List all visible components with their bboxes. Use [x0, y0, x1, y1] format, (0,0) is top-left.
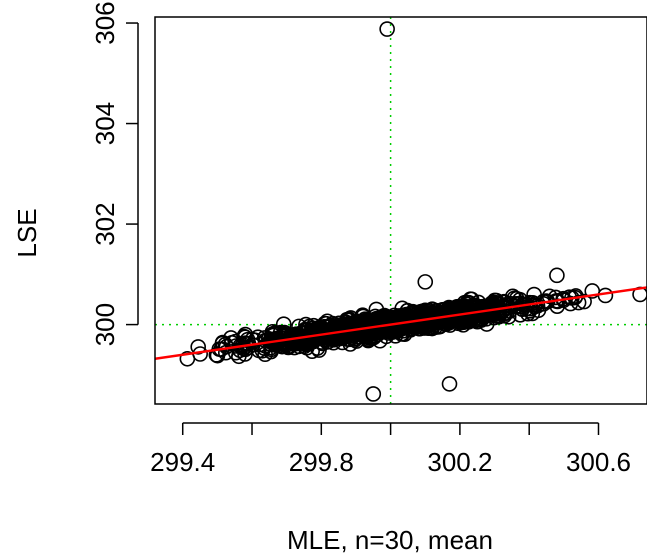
x-tick-label: 300.2 — [427, 447, 492, 477]
data-point — [374, 321, 391, 338]
data-point — [336, 318, 352, 334]
outlier-point — [417, 274, 434, 290]
x-axis: 299.4 299.8 300.2 300.6 — [150, 422, 631, 477]
plot-area — [155, 17, 647, 404]
data-point — [472, 300, 489, 316]
y-tick-label: 300 — [90, 303, 120, 346]
data-point — [275, 316, 292, 332]
data-point — [380, 322, 397, 339]
data-point — [321, 330, 338, 347]
data-point — [346, 325, 362, 342]
plot-frame — [154, 16, 647, 405]
data-point — [298, 339, 315, 356]
outlier-point — [441, 376, 458, 392]
data-point — [412, 303, 429, 320]
x-tick-label: 300.6 — [566, 447, 631, 477]
fit-line — [155, 286, 647, 360]
y-tick-label: 302 — [90, 202, 120, 245]
data-point — [179, 350, 196, 367]
data-point — [247, 332, 264, 349]
x-axis-title: MLE, n=30, mean — [287, 525, 493, 555]
outlier-point — [379, 21, 395, 37]
data-point — [384, 313, 401, 330]
y-axis: 300 302 304 306 — [90, 1, 139, 346]
data-point — [227, 344, 244, 361]
outlier-point — [597, 287, 614, 304]
data-point — [190, 339, 206, 355]
data-point — [420, 315, 437, 332]
outlier-point — [549, 267, 565, 284]
fit-line-layer — [155, 286, 647, 360]
x-tick-label: 299.4 — [150, 447, 215, 477]
data-point — [298, 316, 314, 333]
data-point — [501, 303, 518, 319]
y-axis-title: LSE — [12, 208, 42, 257]
data-point — [499, 297, 516, 313]
y-tick-label: 304 — [90, 102, 120, 145]
data-point — [461, 300, 477, 317]
outlier-point — [365, 386, 382, 402]
data-point — [264, 323, 281, 340]
x-tick-label: 299.8 — [289, 447, 354, 477]
y-tick-label: 306 — [90, 1, 120, 44]
